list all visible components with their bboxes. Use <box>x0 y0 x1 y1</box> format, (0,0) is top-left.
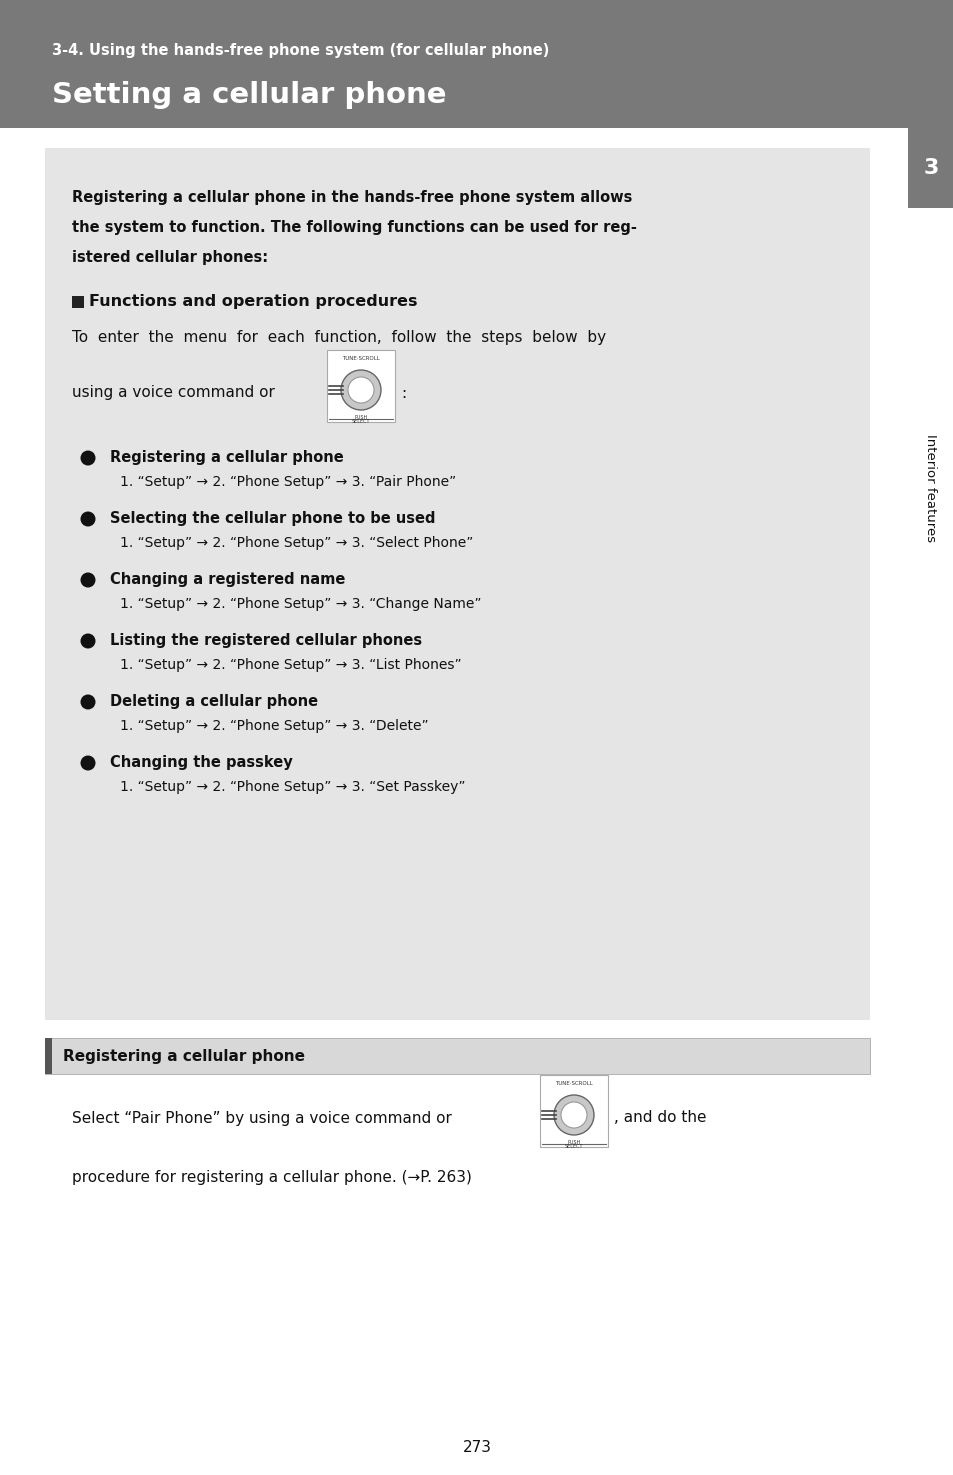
FancyBboxPatch shape <box>907 128 953 208</box>
FancyBboxPatch shape <box>45 1038 869 1074</box>
Text: Changing the passkey: Changing the passkey <box>110 755 293 770</box>
Text: PUSH: PUSH <box>567 1140 580 1145</box>
Text: Changing a registered name: Changing a registered name <box>110 572 345 587</box>
Text: Setting a cellular phone: Setting a cellular phone <box>52 81 446 109</box>
Circle shape <box>348 378 374 403</box>
Text: 1. “Setup” → 2. “Phone Setup” → 3. “Change Name”: 1. “Setup” → 2. “Phone Setup” → 3. “Chan… <box>120 597 481 611</box>
Text: 3-4. Using the hands-free phone system (for cellular phone): 3-4. Using the hands-free phone system (… <box>52 43 549 58</box>
Text: 1. “Setup” → 2. “Phone Setup” → 3. “Delete”: 1. “Setup” → 2. “Phone Setup” → 3. “Dele… <box>120 718 428 733</box>
Text: 273: 273 <box>462 1441 491 1456</box>
Text: To  enter  the  menu  for  each  function,  follow  the  steps  below  by: To enter the menu for each function, fol… <box>71 330 605 345</box>
Text: istered cellular phones:: istered cellular phones: <box>71 249 268 266</box>
Circle shape <box>80 633 95 649</box>
FancyBboxPatch shape <box>0 0 953 128</box>
Text: the system to function. The following functions can be used for reg-: the system to function. The following fu… <box>71 220 637 235</box>
Text: 3: 3 <box>923 158 938 178</box>
Text: Selecting the cellular phone to be used: Selecting the cellular phone to be used <box>110 510 435 527</box>
Circle shape <box>80 755 95 770</box>
Text: Registering a cellular phone: Registering a cellular phone <box>63 1049 305 1063</box>
Circle shape <box>80 572 95 587</box>
Text: Registering a cellular phone: Registering a cellular phone <box>110 450 343 465</box>
Text: TUNE·SCROLL: TUNE·SCROLL <box>342 355 379 361</box>
Text: , and do the: , and do the <box>614 1111 706 1125</box>
Circle shape <box>80 512 95 527</box>
Text: Functions and operation procedures: Functions and operation procedures <box>89 294 417 308</box>
Text: 1. “Setup” → 2. “Phone Setup” → 3. “Pair Phone”: 1. “Setup” → 2. “Phone Setup” → 3. “Pair… <box>120 475 456 490</box>
FancyBboxPatch shape <box>45 1038 52 1074</box>
Text: 1. “Setup” → 2. “Phone Setup” → 3. “Select Phone”: 1. “Setup” → 2. “Phone Setup” → 3. “Sele… <box>120 535 473 550</box>
Text: using a voice command or: using a voice command or <box>71 385 274 401</box>
Text: 1. “Setup” → 2. “Phone Setup” → 3. “Set Passkey”: 1. “Setup” → 2. “Phone Setup” → 3. “Set … <box>120 780 465 794</box>
Circle shape <box>80 695 95 709</box>
Text: SELECT: SELECT <box>564 1145 582 1149</box>
Text: :: : <box>400 385 406 401</box>
Text: Listing the registered cellular phones: Listing the registered cellular phones <box>110 633 421 648</box>
FancyBboxPatch shape <box>45 148 869 1021</box>
Text: 1. “Setup” → 2. “Phone Setup” → 3. “List Phones”: 1. “Setup” → 2. “Phone Setup” → 3. “List… <box>120 658 461 673</box>
Text: procedure for registering a cellular phone. (→P. 263): procedure for registering a cellular pho… <box>71 1170 472 1184</box>
Text: TUNE·SCROLL: TUNE·SCROLL <box>555 1081 592 1086</box>
Text: Registering a cellular phone in the hands-free phone system allows: Registering a cellular phone in the hand… <box>71 190 632 205</box>
Text: SELECT: SELECT <box>352 419 370 423</box>
Text: PUSH: PUSH <box>354 414 367 420</box>
FancyBboxPatch shape <box>71 296 84 308</box>
Text: Select “Pair Phone” by using a voice command or: Select “Pair Phone” by using a voice com… <box>71 1111 452 1125</box>
Circle shape <box>340 370 380 410</box>
Text: Interior features: Interior features <box>923 434 937 541</box>
Text: Deleting a cellular phone: Deleting a cellular phone <box>110 695 317 709</box>
FancyBboxPatch shape <box>539 1075 607 1148</box>
Circle shape <box>554 1094 594 1134</box>
FancyBboxPatch shape <box>327 350 395 422</box>
Circle shape <box>560 1102 586 1128</box>
Circle shape <box>80 450 95 466</box>
